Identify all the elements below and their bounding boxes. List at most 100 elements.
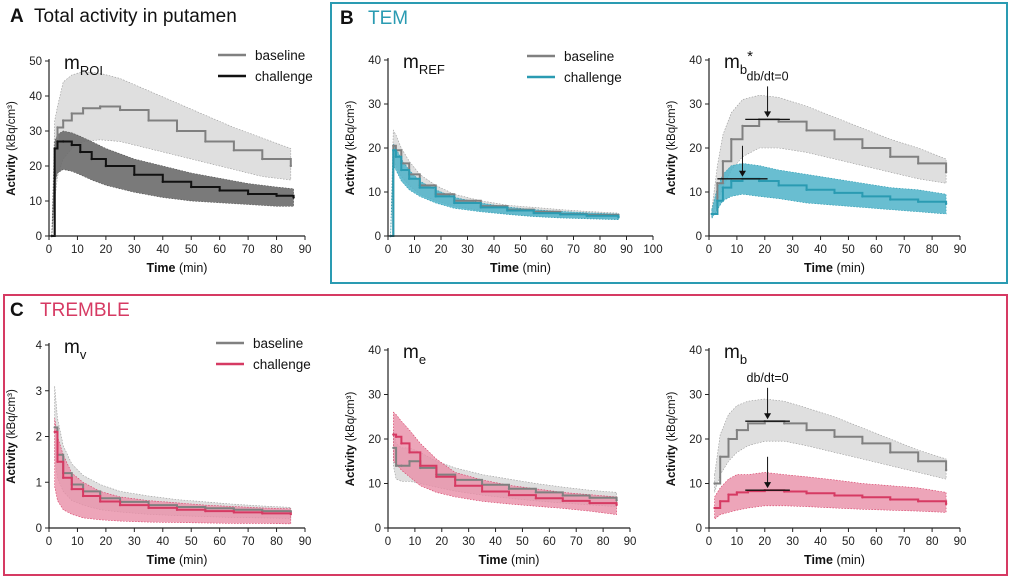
x-tick-label: 40	[814, 244, 827, 256]
data-point-challenge	[56, 140, 59, 143]
x-tick-label: 70	[898, 536, 911, 548]
x-tick-label: 60	[213, 536, 226, 548]
y-tick-label: 2	[36, 432, 42, 444]
band-baseline	[51, 71, 292, 237]
x-tick-label: 80	[597, 536, 610, 548]
band-challenge	[393, 411, 617, 515]
x-tick-label: 80	[926, 536, 939, 548]
annotation-label: db/dt=0	[747, 371, 789, 385]
x-tick-label: 0	[385, 536, 391, 548]
x-tick-label: 100	[643, 244, 662, 256]
data-point-challenge	[56, 460, 59, 463]
y-tick-label: 0	[696, 231, 702, 243]
panel-c-letter: C	[10, 300, 24, 321]
x-tick-label: 40	[156, 244, 169, 256]
x-tick-label: 80	[594, 244, 607, 256]
data-point-challenge	[400, 168, 403, 172]
data-point-challenge	[805, 492, 808, 495]
x-tick-label: 10	[71, 536, 84, 548]
x-tick-label: 60	[870, 536, 883, 548]
data-point-baseline	[204, 140, 207, 143]
data-point-challenge	[588, 501, 591, 505]
data-point-baseline	[805, 428, 808, 432]
data-point-baseline	[408, 460, 411, 463]
y-tick-label: 20	[689, 434, 702, 446]
data-point-challenge	[261, 512, 264, 515]
data-point-baseline	[147, 119, 150, 122]
legend-label-challenge: challenge	[253, 357, 311, 372]
band-baseline	[714, 398, 947, 493]
y-tick-label: 30	[368, 99, 381, 111]
x-axis-label: Time (min)	[804, 261, 865, 275]
data-point-challenge	[275, 194, 278, 197]
data-point-baseline	[944, 468, 948, 472]
x-tick-label: 80	[926, 244, 939, 256]
chart-name: mREF	[403, 52, 445, 77]
data-point-challenge	[585, 214, 588, 217]
arrow-head	[764, 482, 772, 489]
data-point-baseline	[615, 499, 618, 502]
x-tick-label: 10	[730, 244, 743, 256]
data-point-baseline	[232, 149, 236, 152]
data-point-baseline	[917, 460, 920, 463]
data-point-challenge	[246, 192, 250, 196]
x-axis-label: Time (min)	[804, 553, 865, 567]
band-challenge	[51, 130, 294, 237]
data-point-baseline	[392, 144, 395, 147]
data-point-challenge	[454, 484, 457, 487]
data-point-challenge	[861, 496, 864, 499]
y-tick-label: 40	[368, 55, 381, 67]
data-point-challenge	[218, 189, 221, 192]
x-tick-label: 60	[541, 244, 554, 256]
data-point-baseline	[783, 422, 786, 425]
x-tick-label: 50	[516, 536, 529, 548]
legend: baseline challenge	[218, 48, 313, 84]
data-point-challenge	[783, 490, 786, 493]
data-point-challenge	[917, 500, 920, 503]
x-tick-label: 40	[488, 244, 501, 256]
data-point-challenge	[777, 184, 780, 187]
data-point-baseline	[588, 496, 591, 499]
data-point-baseline	[70, 112, 74, 115]
data-point-challenge	[479, 206, 482, 209]
data-point-baseline	[833, 138, 836, 141]
data-point-challenge	[408, 451, 411, 454]
y-axis-label: Activity (kBq/cm³)	[666, 392, 678, 487]
y-tick-label: 10	[29, 196, 42, 208]
panel-c-title: TREMBLE	[40, 300, 130, 321]
y-tick-label: 40	[689, 55, 702, 67]
data-point-baseline	[741, 124, 744, 128]
data-point-baseline	[392, 446, 395, 450]
x-tick-label: 60	[870, 244, 883, 256]
data-point-baseline	[730, 138, 733, 141]
data-point-challenge	[53, 430, 56, 434]
chart-b2: 0 10 20 30 40 50 60 70 80 90 0 10 20 30 40 Time (min) Ac…	[666, 48, 966, 275]
data-point-baseline	[394, 464, 398, 467]
x-tick-label: 40	[156, 536, 169, 548]
data-point-challenge	[833, 191, 836, 195]
x-tick-label: 50	[842, 244, 855, 256]
x-tick-label: 90	[299, 536, 312, 548]
data-point-challenge	[730, 179, 733, 183]
y-tick-label: 3	[36, 386, 42, 398]
x-tick-label: 90	[620, 244, 633, 256]
legend-label-baseline: baseline	[253, 336, 303, 351]
data-point-baseline	[833, 435, 836, 438]
chart-name: mROI	[64, 53, 103, 78]
series-line-baseline	[51, 105, 292, 237]
data-point-baseline	[746, 422, 750, 425]
y-tick-label: 20	[689, 143, 702, 155]
x-tick-label: 90	[954, 536, 967, 548]
x-tick-label: 70	[242, 244, 255, 256]
data-point-challenge	[710, 212, 713, 216]
y-tick-label: 10	[368, 187, 381, 199]
legend: baseline challenge	[216, 336, 311, 372]
y-tick-label: 20	[368, 434, 381, 446]
data-point-challenge	[453, 201, 456, 205]
data-point-baseline	[81, 107, 85, 110]
data-point-baseline	[289, 164, 292, 168]
x-tick-label: 20	[435, 244, 448, 256]
data-point-challenge	[400, 442, 403, 445]
data-point-baseline	[719, 455, 722, 458]
